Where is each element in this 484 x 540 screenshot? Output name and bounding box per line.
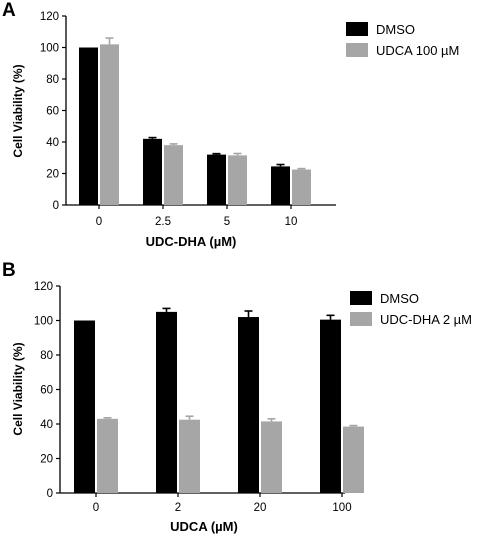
y-tick-label: 0 [47, 488, 53, 500]
y-tick-label: 40 [46, 137, 59, 149]
bar-treated [261, 421, 282, 493]
x-axis-label: UDCA (µM) [170, 519, 238, 534]
x-tick-label: 2 [175, 502, 181, 514]
x-axis: 0 2.5 5 10 [66, 204, 336, 228]
y-tick-label: 80 [46, 74, 59, 86]
panel-label: B [2, 260, 16, 281]
y-tick-label: 120 [34, 281, 53, 293]
x-tick-label: 0 [93, 502, 99, 514]
y-tick-label: 100 [34, 316, 53, 328]
x-tick-label: 2.5 [155, 216, 171, 228]
bar-dmso [271, 166, 290, 205]
legend-swatch-treated [346, 43, 368, 57]
legend: DMSO UDCA 100 µM [346, 22, 459, 58]
y-tick-label: 20 [46, 169, 59, 181]
x-tick-label: 10 [285, 216, 298, 228]
legend-swatch-dmso [346, 22, 368, 36]
x-tick-label: 20 [254, 502, 267, 514]
y-tick-label: 40 [40, 419, 53, 431]
bar-treated [100, 44, 119, 205]
y-tick-label: 20 [40, 454, 53, 466]
legend-label-dmso: DMSO [376, 22, 415, 37]
y-tick-label: 60 [40, 385, 53, 397]
legend-swatch-dmso [350, 291, 372, 305]
panel-label: A [2, 0, 16, 21]
x-tick-label: 0 [96, 216, 102, 228]
bar-dmso [74, 320, 95, 493]
bar-treated [343, 426, 364, 493]
bar-treated [179, 419, 200, 493]
bar-treated [228, 155, 247, 205]
y-tick-label: 0 [53, 200, 59, 212]
bar-dmso [156, 311, 177, 493]
x-axis: 0 2 20 100 [60, 492, 352, 514]
bar-treated [164, 145, 183, 205]
x-tick-label: 100 [332, 502, 351, 514]
legend: DMSO UDC-DHA 2 µM [350, 291, 472, 327]
y-tick-label: 100 [40, 43, 59, 55]
y-axis: 0 20 40 60 80 100 120 [40, 11, 67, 212]
y-axis-label: Cell Viability (%) [11, 64, 25, 157]
legend-label-dmso: DMSO [380, 291, 419, 306]
x-tick-label: 5 [224, 216, 230, 228]
y-tick-label: 60 [46, 106, 59, 118]
x-axis-label: UDC-DHA (µM) [146, 234, 237, 249]
y-axis: 0 20 40 60 80 100 120 [34, 281, 61, 500]
bar-dmso [79, 47, 98, 205]
bar-treated [97, 418, 118, 493]
y-tick-label: 80 [40, 350, 53, 362]
y-axis-label: Cell Viability (%) [11, 342, 25, 435]
chart-panel-a: A Cell Viability (%) UDC-DHA (µM) 0 20 40 6… [2, 0, 459, 249]
bar-dmso [143, 138, 162, 205]
chart-panel-b: B Cell Viability (%) UDCA (µM) 020406080… [2, 260, 472, 534]
bar-dmso [207, 154, 226, 205]
bar-treated [292, 169, 311, 205]
bar-dmso [238, 317, 259, 493]
legend-label-treated: UDCA 100 µM [376, 43, 459, 58]
y-tick-label: 120 [40, 11, 59, 23]
legend-label-treated: UDC-DHA 2 µM [380, 312, 472, 327]
bars [79, 37, 311, 205]
bar-dmso [320, 319, 341, 493]
bars [74, 307, 364, 493]
legend-swatch-treated [350, 312, 372, 326]
